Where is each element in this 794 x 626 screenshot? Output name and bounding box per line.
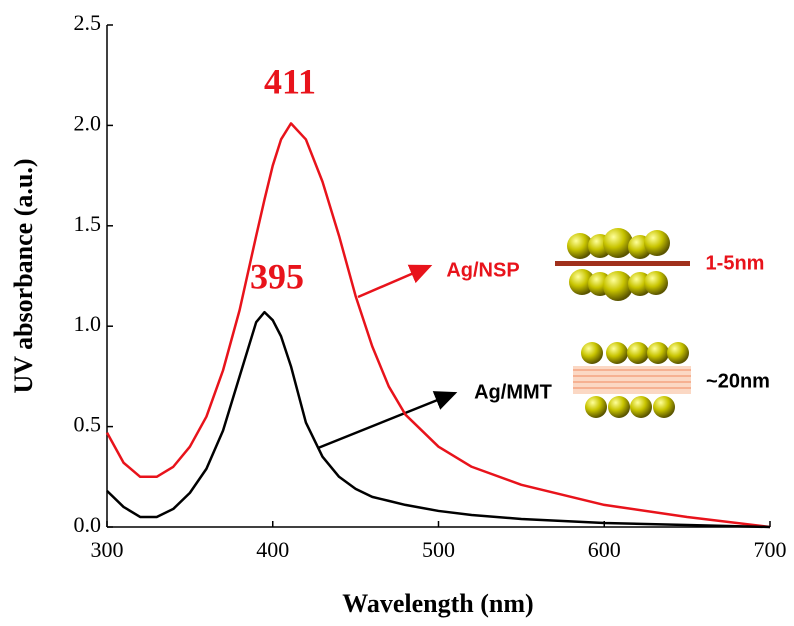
x-tick-label: 500 — [422, 537, 455, 562]
legend-label: Ag/MMT — [474, 381, 552, 403]
annotation: 395 — [250, 256, 304, 296]
y-tick-label: 0.0 — [74, 512, 102, 537]
y-tick-label: 2.0 — [74, 110, 102, 135]
annotation: ~20nm — [706, 370, 770, 392]
x-axis-title: Wavelength (nm) — [342, 589, 533, 618]
line-series — [106, 310, 771, 529]
legend-label: Ag/NSP — [446, 259, 519, 281]
y-tick-label: 0.5 — [74, 412, 102, 437]
x-tick-label: 700 — [754, 537, 787, 562]
y-tick-label: 1.0 — [74, 311, 102, 336]
y-axis-title: UV absorbance (a.u.) — [9, 159, 38, 394]
line-series — [105, 122, 771, 529]
y-tick-label: 1.5 — [74, 211, 102, 236]
annotation: 411 — [264, 61, 316, 101]
nsp-illustration — [555, 228, 690, 301]
x-tick-label: 400 — [256, 537, 289, 562]
annotation: 1-5nm — [706, 252, 765, 274]
y-tick-label: 2.5 — [74, 10, 102, 35]
x-tick-label: 300 — [91, 537, 124, 562]
arrow — [317, 391, 458, 450]
mmt-illustration — [573, 342, 691, 418]
x-tick-label: 600 — [588, 537, 621, 562]
arrow — [357, 264, 433, 299]
